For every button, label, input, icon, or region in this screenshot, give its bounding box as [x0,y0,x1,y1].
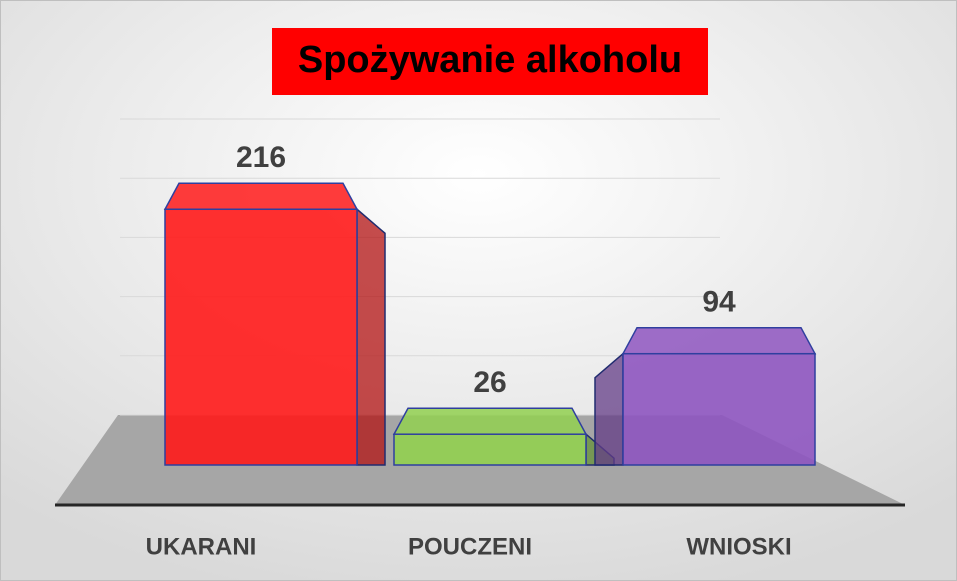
bar [392,407,615,466]
chart-title: Spożywanie alkoholu [298,39,682,81]
bar-top [163,182,359,211]
data-label: 94 [702,286,736,319]
data-label: 26 [473,366,506,399]
x-tick-label: UKARANI [146,533,257,560]
bar [594,326,817,466]
x-tick-label: WNIOSKI [686,533,791,560]
x-tick-label: POUCZENI [408,533,532,560]
bar-side [356,207,386,466]
bar-top [392,407,588,435]
bar-front [622,352,816,466]
bar-front [164,208,358,466]
bar-front [393,433,587,466]
data-label: 216 [236,141,286,174]
title-box [272,28,708,95]
bar-top [621,326,817,355]
bar [163,182,386,466]
